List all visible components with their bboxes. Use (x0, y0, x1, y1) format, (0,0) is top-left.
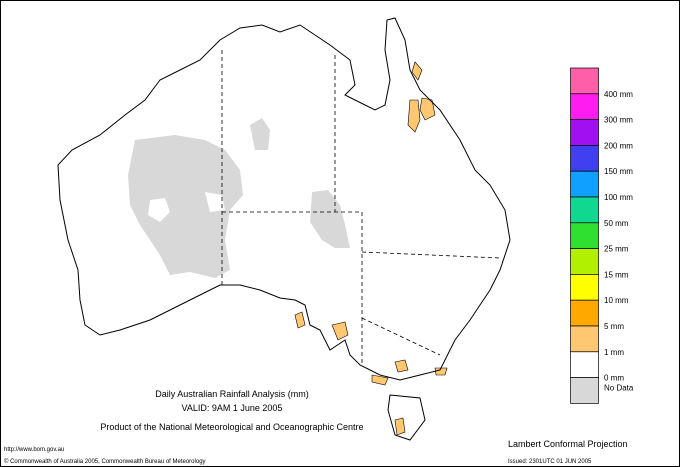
legend-swatch (570, 351, 599, 378)
legend-label: 15 mm (604, 270, 629, 279)
issued: Issued: 2301UTC 01 JUN 2005 (508, 459, 592, 465)
legend-swatch (570, 67, 599, 95)
legend-swatch (570, 274, 599, 301)
legend-swatch (570, 170, 599, 198)
legend-label: 400 mm (604, 90, 633, 99)
title: Daily Australian Rainfall Analysis (mm) (155, 389, 309, 399)
rain-1mm-areas (294, 61, 448, 436)
legend-swatch (570, 145, 599, 172)
legend: 400 mm 300 mm 200 mm 150 mm 100 mm 50 mm 25 mm… (570, 67, 634, 404)
legend-swatch (570, 325, 599, 353)
no-data-area (128, 135, 243, 278)
coastline (57, 17, 511, 381)
tasmania (387, 394, 426, 441)
legend-swatch (570, 196, 599, 224)
url: http://www.bom.gov.au (4, 447, 64, 453)
product: Product of the National Meteorological a… (100, 422, 363, 432)
legend-swatch (570, 222, 599, 249)
no-data-area (250, 118, 270, 150)
copyright: © Commonwealth of Australia 2005, Common… (4, 458, 206, 465)
legend-swatch (570, 299, 599, 327)
legend-label: 25 mm (604, 245, 629, 254)
state-borders (221, 50, 501, 365)
no-data-area (310, 190, 350, 248)
valid-time: VALID: 9AM 1 June 2005 (182, 403, 283, 413)
legend-swatch (570, 377, 599, 404)
projection: Lambert Conformal Projection (508, 439, 628, 449)
legend-swatch (570, 93, 599, 120)
legend-label: 300 mm (604, 116, 633, 125)
legend-swatch (570, 248, 599, 275)
legend-swatch (570, 119, 599, 146)
legend-label: 1 mm (604, 348, 624, 357)
legend-label: 200 mm (604, 141, 633, 150)
legend-label: 50 mm (604, 219, 629, 228)
legend-label: 0 mm (604, 374, 624, 383)
legend-label: No Data (604, 384, 634, 393)
legend-label: 100 mm (604, 193, 633, 202)
legend-label: 10 mm (604, 296, 629, 305)
no-data-gap (148, 192, 225, 222)
legend-label: 150 mm (604, 167, 633, 176)
legend-label: 5 mm (604, 322, 624, 331)
